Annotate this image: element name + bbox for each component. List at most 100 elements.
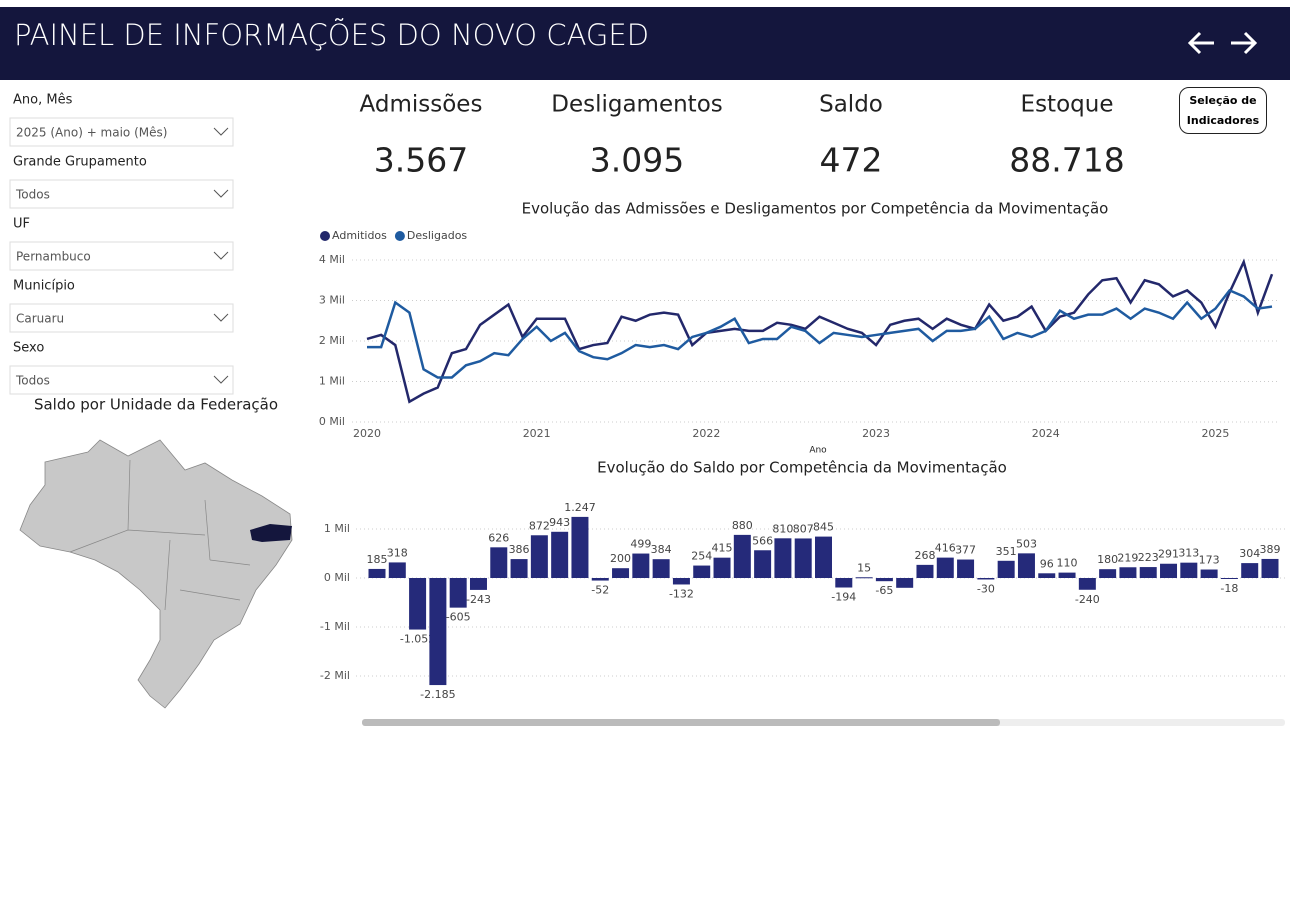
y-tick-label: 1 Mil [324,522,350,535]
data-label: 503 [1016,537,1037,550]
data-label: 110 [1057,557,1078,570]
filter-label: Sexo [13,341,44,356]
bar [1160,563,1178,578]
bar [916,564,934,578]
y-tick-label: 4 Mil [319,253,345,266]
chart-title: Evolução do Saldo por Competência da Mov… [597,459,1007,477]
data-label: 173 [1199,554,1220,567]
back-arrow[interactable] [1187,31,1214,55]
data-label: 15 [857,561,871,574]
bar [632,553,650,578]
dropdown-value: Caruaru [16,312,64,326]
legend-marker [320,231,330,241]
bar [1241,563,1259,578]
y-tick-label: 3 Mil [319,294,345,307]
filter-label: Município [13,279,75,294]
bar [957,559,975,578]
bar [997,560,1015,578]
bar [835,578,853,588]
y-tick-label: 0 Mil [319,415,345,428]
data-label: -2.185 [420,688,455,701]
bar [855,577,873,579]
bar [1017,553,1035,578]
bar [1099,569,1117,578]
dropdown[interactable] [9,117,234,147]
data-label: 386 [509,543,530,556]
dropdown-value: Pernambuco [16,250,91,264]
x-axis-label: Ano [809,446,827,456]
bar [612,568,630,578]
data-label: 200 [610,552,631,565]
data-label: 223 [1138,551,1159,564]
dropdown[interactable] [9,303,234,333]
map-title: Saldo por Unidade da Federação [34,396,278,414]
forward-arrow[interactable] [1231,31,1258,55]
data-label: 499 [630,538,651,551]
data-label: 415 [712,542,733,555]
y-tick-label: 2 Mil [319,334,345,347]
data-label: 180 [1097,553,1118,566]
y-tick-label: 1 Mil [319,375,345,388]
data-label: 377 [955,544,976,557]
bar [1261,558,1279,578]
bar [1200,569,1218,578]
bar [510,559,528,578]
bar [1038,573,1056,578]
bar [1078,578,1096,590]
dropdown[interactable] [9,365,234,395]
brazil-map [19,439,293,709]
page-title: PAINEL DE INFORMAÇÕES DO NOVO CAGED [14,18,649,52]
data-label: 389 [1260,543,1281,556]
bar [815,536,832,578]
data-label: -605 [446,611,471,624]
kpi-label: Estoque [1021,92,1114,118]
bar [774,538,792,578]
kpi-value: 472 [820,141,883,180]
data-label: 384 [651,543,672,556]
data-label: 291 [1158,548,1179,561]
bar [693,565,711,578]
filter-label: Ano, Mês [13,93,73,108]
data-label: 304 [1239,547,1260,560]
data-label: -132 [669,587,694,600]
legend-label: Admitidos [332,229,387,242]
bar [936,557,954,578]
bar [429,578,447,686]
bar [754,550,772,578]
dropdown-chevron [213,127,229,136]
data-label: -1.052 [400,633,435,646]
data-label: 268 [914,549,935,562]
data-label: -18 [1220,582,1238,595]
data-label: -194 [831,591,856,604]
y-tick-label: 0 Mil [324,571,350,584]
dropdown[interactable] [9,241,234,271]
bar [449,578,467,608]
bar [672,578,690,585]
y-tick-label: -2 Mil [320,669,350,682]
indicator-button[interactable]: Seleção de Indicadores [1179,87,1267,134]
data-label: 318 [387,546,408,559]
dropdown-chevron [213,375,229,384]
line-series [367,288,1273,379]
dropdown-chevron [213,313,229,322]
bar [490,547,508,578]
legend-marker [394,231,405,241]
y-tick-label: -1 Mil [320,620,350,633]
bar [469,578,487,590]
scrollbar-thumb[interactable] [362,719,1000,726]
data-label: -65 [875,584,893,597]
data-label: -240 [1075,593,1100,606]
data-label: 416 [935,542,956,555]
legend-label: Desligados [407,229,468,242]
dropdown-value: 2025 (Ano) + maio (Mês) [16,126,167,140]
dropdown-value: Todos [15,374,50,388]
bar [1220,578,1238,579]
data-label: 185 [367,553,388,566]
data-label: 943 [549,516,570,529]
data-label: 872 [529,519,550,532]
kpi-value: 3.095 [590,141,684,180]
kpi-label: Admissões [360,92,483,118]
x-tick-label: 2022 [692,427,720,440]
dropdown[interactable] [9,179,234,209]
